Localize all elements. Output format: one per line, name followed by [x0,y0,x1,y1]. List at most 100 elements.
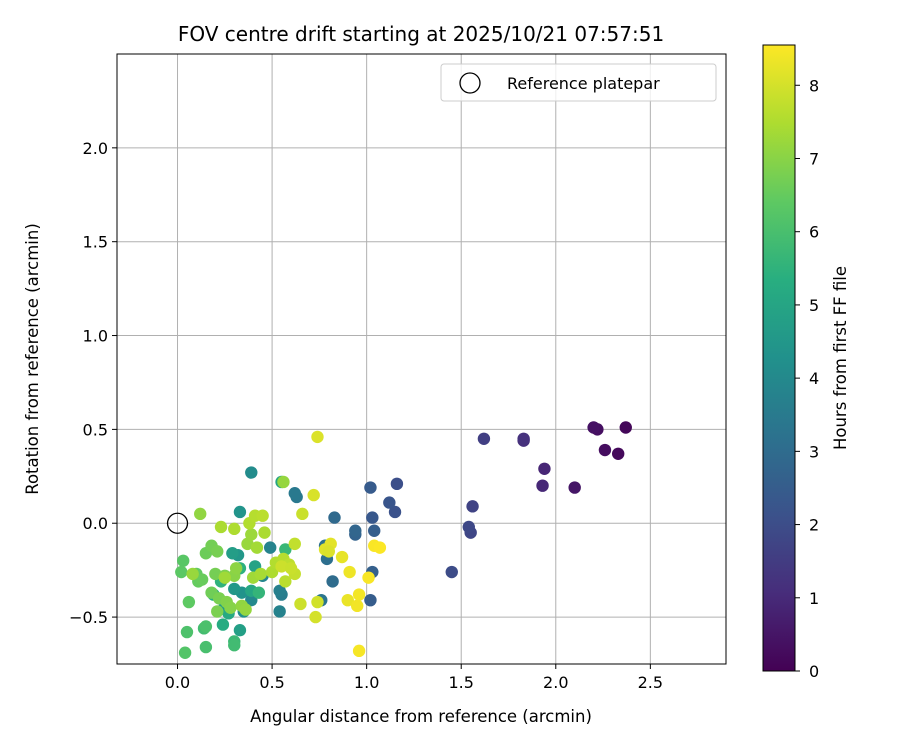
data-point [209,567,222,581]
legend-label: Reference platepar [507,74,660,93]
data-point [364,593,377,607]
x-tick-label: 2.0 [543,673,568,692]
data-point [462,520,475,534]
y-tick-label: 0.0 [83,514,108,533]
data-point [277,475,290,489]
data-point [362,571,375,584]
data-point [294,597,307,611]
colorbar-tick-label: 4 [809,369,819,388]
data-point [587,421,600,434]
data-point [288,537,301,551]
data-point [228,522,241,536]
data-point [224,601,237,614]
x-tick-label: 2.5 [638,673,663,692]
data-point [263,541,277,554]
data-point [568,481,581,494]
data-point [245,593,258,607]
data-point [536,479,549,492]
data-point [307,488,320,502]
data-point [288,487,301,500]
data-point [279,543,292,556]
data-point [256,509,269,522]
data-point [216,618,230,631]
colorbar-label: Hours from first FF file [831,266,850,450]
x-axis: 0.0 0.5 1.0 1.5 2.0 2.5 [165,664,663,692]
data-point [373,541,387,554]
y-tick-label: 2.0 [83,139,108,158]
reference-platepar-marker [166,512,189,534]
data-point [598,443,612,457]
x-tick-label: 0.5 [259,673,284,692]
data-point [309,610,322,624]
data-point [326,575,339,588]
data-point [228,639,241,652]
colorbar-tick-label: 5 [809,296,819,315]
colorbar-tick-label: 3 [809,442,819,461]
data-point [229,562,243,575]
data-point [176,554,190,567]
data-point [538,462,551,475]
data-point [226,547,239,560]
data-point [211,545,224,558]
data-point [284,562,298,575]
x-tick-label: 1.5 [448,673,473,692]
data-point [233,505,247,519]
colorbar-gradient [762,44,796,672]
data-point [194,507,207,521]
data-point [383,496,396,509]
data-point [178,646,192,659]
data-point [273,584,286,597]
legend: Reference platepar [440,63,717,102]
x-tick-label: 1.0 [354,673,379,692]
colorbar-tick-label: 2 [809,516,819,535]
data-point [335,550,349,564]
x-axis-label: Angular distance from reference (arcmin) [250,707,592,726]
data-point [366,511,379,524]
data-point [182,595,196,609]
data-point [233,624,247,637]
chart-title: FOV centre drift starting at 2025/10/21 … [178,22,664,46]
data-point [311,430,324,444]
data-point [517,432,530,445]
data-point [368,524,381,537]
data-point [619,421,632,434]
data-point [214,520,228,534]
y-axis-label: Rotation from reference (arcmin) [23,223,42,495]
data-point [275,560,288,573]
data-point [250,541,264,554]
y-tick-label: −0.5 [69,608,108,627]
data-point [364,481,377,494]
colorbar-tick-label: 8 [809,76,819,95]
data-point [322,545,336,558]
data-point [199,640,213,654]
y-tick-label: 1.5 [83,233,108,252]
data-point [328,511,341,524]
colorbar-tick-label: 1 [809,589,819,608]
data-points [175,421,632,659]
data-point [611,447,625,460]
data-point [175,565,188,579]
colorbar-tick-label: 7 [809,149,819,168]
data-point [199,620,213,633]
data-point [350,599,364,613]
data-point [388,505,402,519]
data-point [239,603,252,616]
colorbar-tick-label: 0 [809,662,819,681]
y-axis: −0.5 0.0 0.5 1.0 1.5 2.0 [69,139,117,627]
x-tick-label: 0.0 [165,673,190,692]
data-point [273,605,286,618]
data-point [311,595,324,609]
data-point [211,605,224,618]
colorbar-tick-label: 6 [809,223,819,242]
data-point [218,571,232,584]
data-point [245,528,258,541]
data-point [296,507,309,521]
data-point [245,466,258,479]
data-point [258,526,271,539]
grid [117,54,726,664]
data-point [180,625,194,639]
data-point [352,644,366,658]
data-point [349,524,362,537]
legend-marker-open-circle [459,72,481,94]
data-point [466,500,479,513]
